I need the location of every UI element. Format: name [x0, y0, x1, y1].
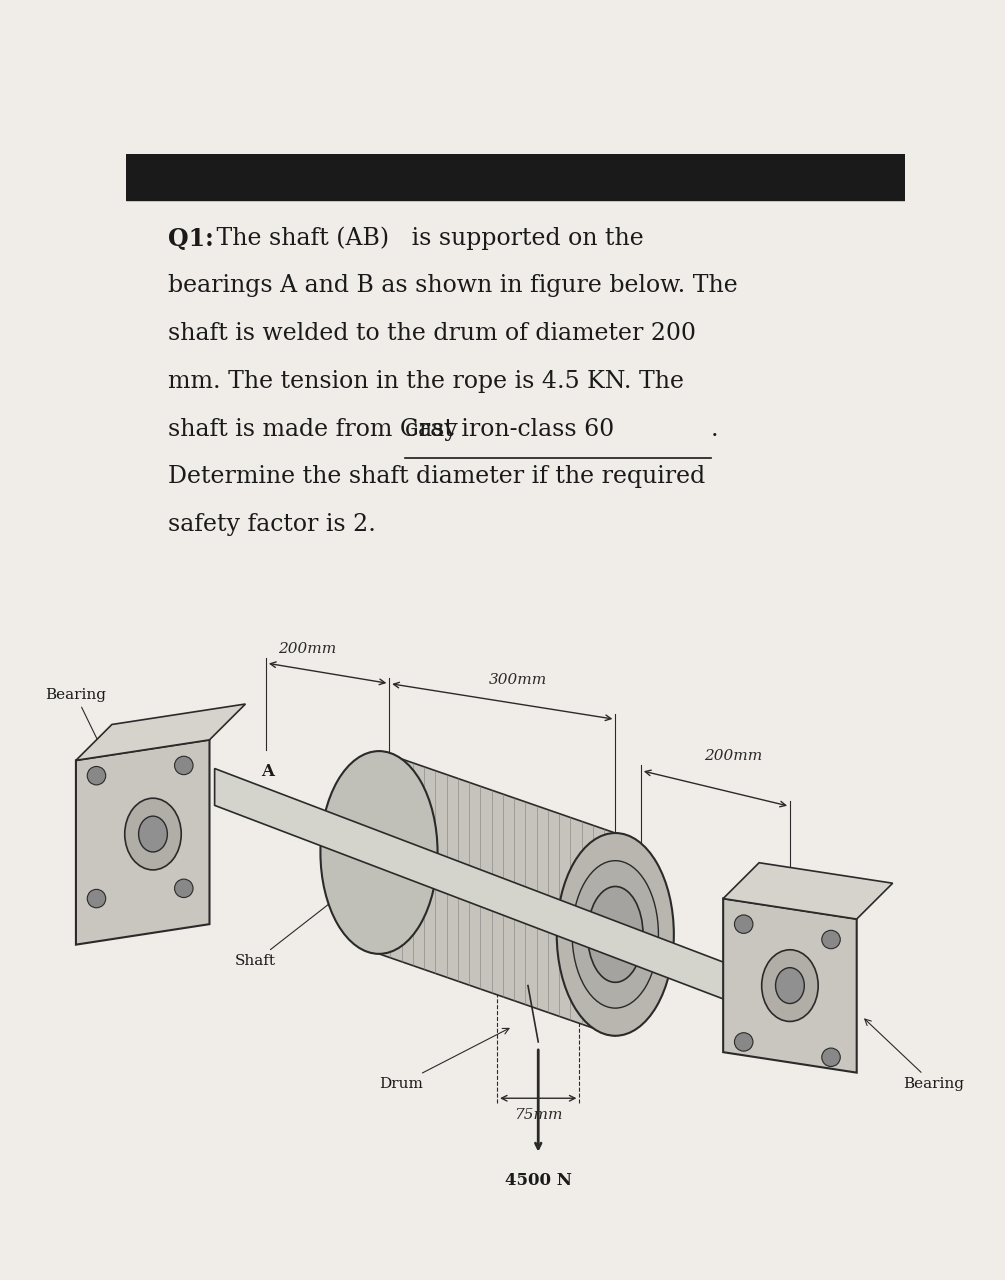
Text: Bearing: Bearing	[864, 1019, 964, 1091]
Text: 300mm: 300mm	[488, 672, 547, 686]
Ellipse shape	[822, 931, 840, 948]
Polygon shape	[76, 704, 245, 760]
Polygon shape	[76, 740, 209, 945]
Ellipse shape	[125, 799, 181, 870]
Text: The shaft (AB)   is supported on the: The shaft (AB) is supported on the	[209, 227, 643, 251]
Text: A: A	[261, 763, 273, 780]
Text: Determine the shaft diameter if the required: Determine the shaft diameter if the requ…	[168, 466, 706, 489]
Text: Q1:: Q1:	[168, 227, 214, 251]
Ellipse shape	[557, 833, 673, 1036]
Text: Shaft: Shaft	[235, 876, 366, 968]
Polygon shape	[724, 863, 892, 919]
Ellipse shape	[139, 817, 168, 852]
Polygon shape	[379, 751, 615, 1036]
Text: cast iron-class 60: cast iron-class 60	[405, 417, 614, 440]
Text: 75mm: 75mm	[514, 1107, 563, 1121]
Text: Bearing: Bearing	[45, 687, 126, 797]
Text: .: .	[711, 417, 719, 440]
Ellipse shape	[822, 1048, 840, 1066]
Ellipse shape	[321, 751, 437, 954]
Text: 200mm: 200mm	[705, 749, 763, 763]
Text: B: B	[775, 932, 789, 948]
Polygon shape	[215, 768, 780, 1020]
Ellipse shape	[762, 950, 818, 1021]
Ellipse shape	[735, 1033, 753, 1051]
Text: Drum: Drum	[379, 1028, 509, 1091]
Text: bearings A and B as shown in figure below. The: bearings A and B as shown in figure belo…	[168, 274, 738, 297]
Text: safety factor is 2.: safety factor is 2.	[168, 513, 376, 536]
Bar	[126, 154, 904, 200]
Text: shaft is welded to the drum of diameter 200: shaft is welded to the drum of diameter …	[168, 323, 696, 346]
Ellipse shape	[175, 756, 193, 774]
Ellipse shape	[572, 860, 658, 1009]
Text: 200mm: 200mm	[278, 641, 337, 655]
Polygon shape	[724, 899, 856, 1073]
Text: shaft is made from Gray: shaft is made from Gray	[168, 417, 465, 440]
Ellipse shape	[87, 890, 106, 908]
Ellipse shape	[588, 887, 643, 982]
Ellipse shape	[175, 879, 193, 897]
Ellipse shape	[776, 968, 804, 1004]
Text: 4500 N: 4500 N	[505, 1172, 572, 1189]
Ellipse shape	[735, 915, 753, 933]
Text: mm. The tension in the rope is 4.5 KN. The: mm. The tension in the rope is 4.5 KN. T…	[168, 370, 684, 393]
Ellipse shape	[87, 767, 106, 785]
